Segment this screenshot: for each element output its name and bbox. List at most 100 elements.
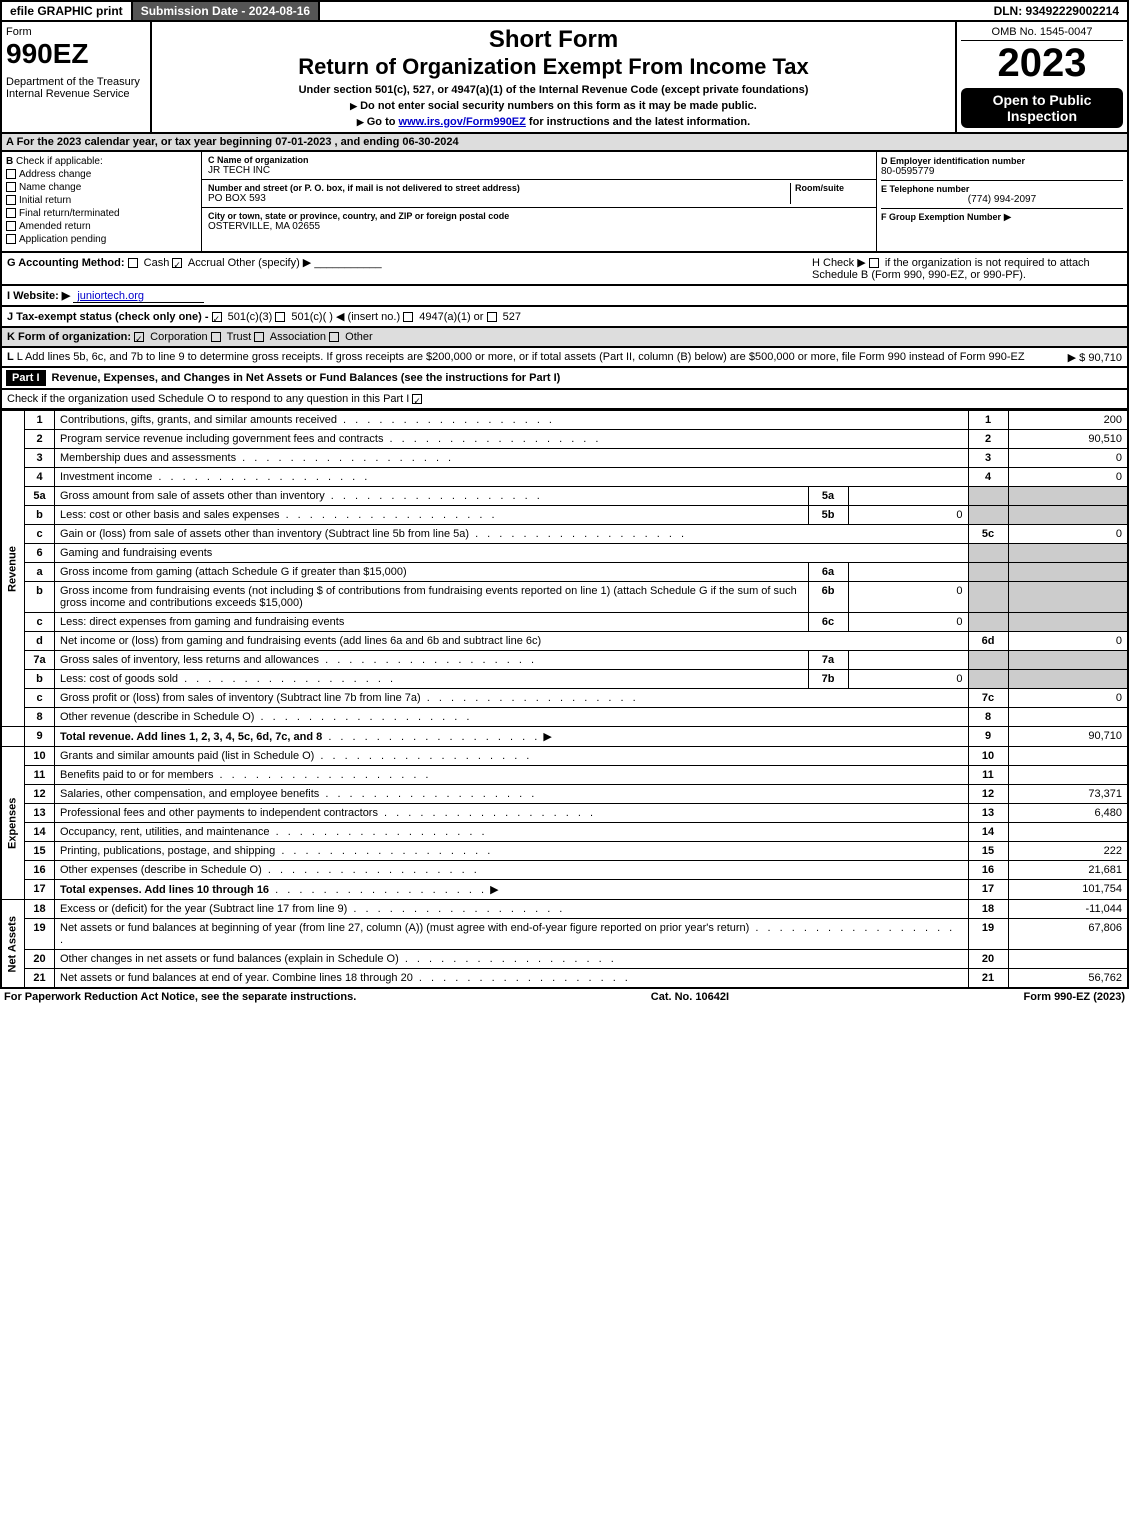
box-i: I Website: ▶ juniortech.org [0, 286, 1129, 307]
page-footer: For Paperwork Reduction Act Notice, see … [0, 989, 1129, 1005]
ein-label: D Employer identification number [881, 156, 1123, 166]
box-k: K Form of organization: Corporation Trus… [0, 328, 1129, 348]
line8-value [1008, 708, 1128, 727]
header-right: OMB No. 1545-0047 2023 Open to Public In… [957, 22, 1127, 132]
h-text: H Check ▶ [812, 257, 866, 269]
line17-value: 101,754 [1008, 880, 1128, 900]
short-form-title: Short Form [156, 26, 951, 54]
header-left: Form 990EZ Department of the Treasury In… [2, 22, 152, 132]
org-name-label: C Name of organization [208, 155, 870, 165]
box-gh: G Accounting Method: Cash Accrual Other … [0, 253, 1129, 286]
group-label: F Group Exemption Number [881, 212, 1001, 222]
cb-final-return[interactable]: Final return/terminated [6, 208, 197, 219]
open-to-public: Open to Public Inspection [961, 88, 1123, 128]
section-a: A For the 2023 calendar year, or tax yea… [0, 134, 1129, 152]
line6b-value: 0 [848, 582, 968, 613]
line19-value: 67,806 [1008, 919, 1128, 950]
cb-accrual[interactable] [172, 258, 182, 268]
other-specify: Other (specify) ▶ [228, 257, 312, 269]
line9-value: 90,710 [1008, 727, 1128, 747]
cb-h[interactable] [869, 258, 879, 268]
line18-value: -11,044 [1008, 900, 1128, 919]
line2-value: 90,510 [1008, 430, 1128, 449]
box-c: C Name of organization JR TECH INC Numbe… [202, 152, 877, 251]
line7b-value: 0 [848, 670, 968, 689]
box-def: D Employer identification number 80-0595… [877, 152, 1127, 251]
goto-note: Go to www.irs.gov/Form990EZ for instruct… [156, 116, 951, 128]
ssn-note: Do not enter social security numbers on … [156, 100, 951, 112]
line14-value [1008, 823, 1128, 842]
line7a-value [848, 651, 968, 670]
line5a-value [848, 487, 968, 506]
i-label: I Website: ▶ [7, 290, 70, 302]
box-b: B Check if applicable: Address change Na… [2, 152, 202, 251]
phone-value: (774) 994-2097 [881, 194, 1123, 205]
line5b-value: 0 [848, 506, 968, 525]
g-label: G Accounting Method: [7, 257, 125, 269]
cb-501c[interactable] [275, 312, 285, 322]
footer-left: For Paperwork Reduction Act Notice, see … [4, 991, 356, 1003]
cb-trust[interactable] [211, 332, 221, 342]
org-address: PO BOX 593 [208, 193, 790, 204]
check-if-applicable: Check if applicable: [16, 156, 103, 167]
addr-label: Number and street (or P. O. box, if mail… [208, 183, 790, 193]
ein-value: 80-0595779 [881, 166, 1123, 177]
efile-label: efile GRAPHIC print [2, 2, 133, 20]
expenses-label: Expenses [1, 747, 25, 900]
header-center: Short Form Return of Organization Exempt… [152, 22, 957, 132]
form-header: Form 990EZ Department of the Treasury In… [0, 22, 1129, 134]
part1-title: Revenue, Expenses, and Changes in Net As… [52, 372, 561, 384]
cb-assoc[interactable] [254, 332, 264, 342]
line10-value [1008, 747, 1128, 766]
cb-4947[interactable] [403, 312, 413, 322]
irs-label: Internal Revenue Service [6, 88, 146, 100]
l-text: L Add lines 5b, 6c, and 7b to line 9 to … [17, 351, 1025, 363]
box-l: L L Add lines 5b, 6c, and 7b to line 9 t… [0, 348, 1129, 368]
irs-link[interactable]: www.irs.gov/Form990EZ [399, 116, 526, 128]
line20-value [1008, 950, 1128, 969]
cb-amended-return[interactable]: Amended return [6, 221, 197, 232]
cb-schedule-o[interactable] [412, 394, 422, 404]
revenue-label: Revenue [1, 411, 25, 727]
cb-initial-return[interactable]: Initial return [6, 195, 197, 206]
l-value: ▶ $ 90,710 [1068, 351, 1122, 364]
subtitle: Under section 501(c), 527, or 4947(a)(1)… [156, 84, 951, 96]
part1-sub: Check if the organization used Schedule … [0, 390, 1129, 410]
line6a-value [848, 563, 968, 582]
cb-corp[interactable] [134, 332, 144, 342]
cb-other-org[interactable] [329, 332, 339, 342]
footer-right: Form 990-EZ (2023) [1024, 991, 1126, 1003]
line21-value: 56,762 [1008, 969, 1128, 989]
line5c-value: 0 [1008, 525, 1128, 544]
line1-value: 200 [1008, 411, 1128, 430]
website-value[interactable]: juniortech.org [73, 290, 204, 303]
lines-table: Revenue 1 Contributions, gifts, grants, … [0, 410, 1129, 989]
line15-value: 222 [1008, 842, 1128, 861]
cb-address-change[interactable]: Address change [6, 169, 197, 180]
group-arrow: ▶ [1004, 212, 1012, 223]
info-grid: B Check if applicable: Address change Na… [0, 152, 1129, 253]
phone-label: E Telephone number [881, 184, 1123, 194]
cb-application-pending[interactable]: Application pending [6, 234, 197, 245]
org-city: OSTERVILLE, MA 02655 [208, 221, 870, 232]
cb-527[interactable] [487, 312, 497, 322]
k-text: K Form of organization: [7, 331, 131, 343]
footer-mid: Cat. No. 10642I [651, 991, 729, 1003]
line7c-value: 0 [1008, 689, 1128, 708]
dln-label: DLN: 93492229002214 [986, 2, 1127, 20]
b-label: B [6, 156, 13, 167]
city-label: City or town, state or province, country… [208, 211, 870, 221]
box-j: J Tax-exempt status (check only one) - 5… [0, 307, 1129, 328]
submission-date: Submission Date - 2024-08-16 [133, 2, 320, 20]
form-number: 990EZ [6, 38, 146, 70]
cb-name-change[interactable]: Name change [6, 182, 197, 193]
return-title: Return of Organization Exempt From Incom… [156, 54, 951, 80]
omb-number: OMB No. 1545-0047 [961, 26, 1123, 41]
line13-value: 6,480 [1008, 804, 1128, 823]
form-label: Form [6, 26, 146, 38]
cb-501c3[interactable] [212, 312, 222, 322]
tax-year: 2023 [961, 41, 1123, 86]
part1-header: Part I Revenue, Expenses, and Changes in… [0, 368, 1129, 390]
line16-value: 21,681 [1008, 861, 1128, 880]
cb-cash[interactable] [128, 258, 138, 268]
